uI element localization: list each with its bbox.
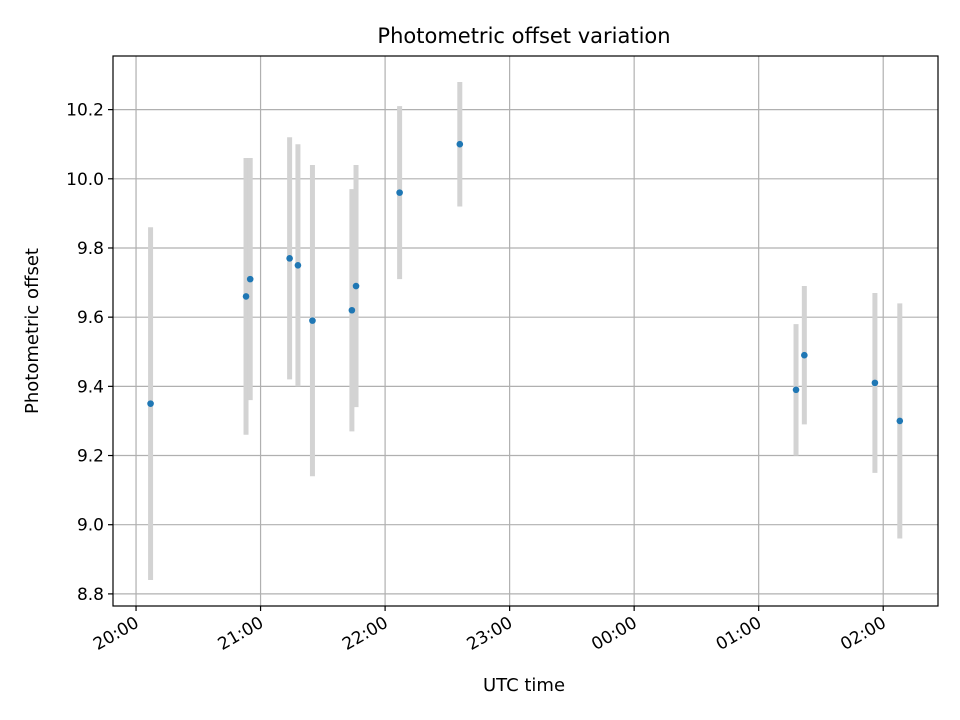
y-axis: 8.8 9.0 9.2 9.4 9.6 9.8 10.0 10.2 — [66, 101, 113, 605]
chart-title: Photometric offset variation — [377, 24, 670, 48]
error-bars — [148, 81, 903, 581]
data-point — [896, 417, 904, 425]
data-point — [352, 282, 360, 290]
x-tick-label: 02:00 — [837, 613, 889, 655]
y-tick-label: 10.0 — [66, 170, 104, 190]
data-points — [147, 140, 904, 425]
x-axis: 20:00 21:00 22:00 23:00 00:00 01:00 02:00 — [90, 606, 890, 655]
x-tick-label: 22:00 — [339, 613, 391, 655]
data-point — [147, 400, 154, 407]
data-point — [348, 306, 356, 314]
y-tick-label: 9.8 — [77, 239, 104, 259]
data-point — [871, 379, 879, 387]
data-point — [801, 351, 808, 359]
data-point — [242, 293, 250, 300]
data-point — [286, 255, 293, 262]
grid — [113, 56, 938, 606]
data-point — [792, 386, 800, 394]
x-axis-label: UTC time — [483, 675, 565, 696]
x-tick-label: 01:00 — [713, 613, 765, 655]
x-tick-label: 23:00 — [464, 613, 516, 655]
data-point — [456, 140, 464, 148]
y-axis-label: Photometric offset — [22, 248, 43, 414]
y-tick-label: 10.2 — [66, 101, 104, 121]
y-tick-label: 9.2 — [77, 447, 104, 467]
y-tick-label: 8.8 — [77, 585, 104, 605]
data-point — [246, 275, 254, 283]
y-tick-label: 9.6 — [77, 308, 104, 328]
x-tick-label: 21:00 — [215, 613, 267, 655]
y-tick-label: 9.0 — [77, 516, 104, 536]
x-tick-label: 20:00 — [90, 613, 142, 655]
data-point — [309, 317, 316, 324]
data-point — [294, 261, 302, 269]
data-point — [396, 189, 403, 196]
x-tick-label: 00:00 — [588, 613, 640, 655]
plot-frame — [112, 55, 939, 607]
y-tick-label: 9.4 — [77, 377, 104, 397]
